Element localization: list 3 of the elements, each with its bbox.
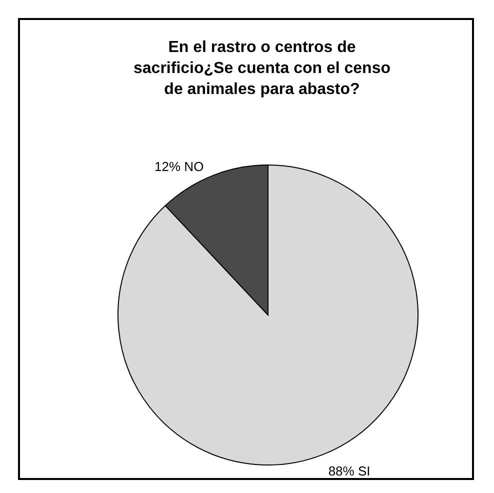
chart-title: En el rastro o centros de sacrificio¿Se cuenta con el censo de animales para abasto? [134, 39, 391, 98]
slice-label: 12% NO [154, 158, 204, 174]
slice-label: 88% SI [328, 463, 370, 478]
